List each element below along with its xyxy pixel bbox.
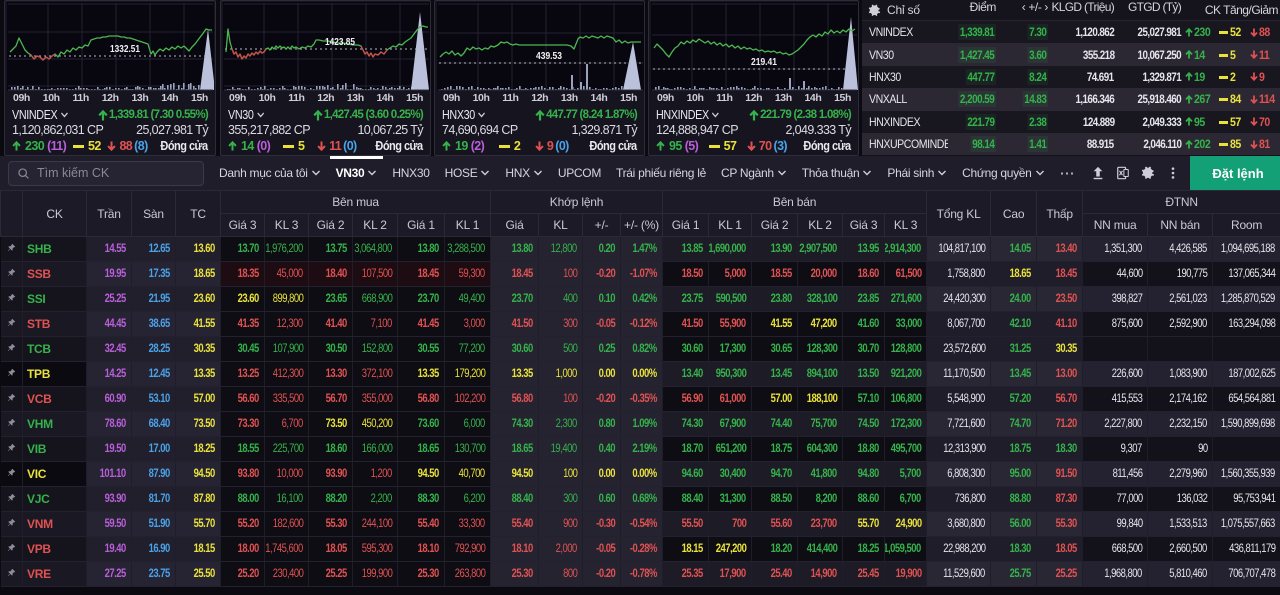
- svg-text:219.41: 219.41: [751, 56, 777, 68]
- svg-text:1332.51: 1332.51: [110, 43, 140, 55]
- svg-text:1423.85: 1423.85: [325, 36, 355, 48]
- svg-text:439.53: 439.53: [536, 50, 562, 62]
